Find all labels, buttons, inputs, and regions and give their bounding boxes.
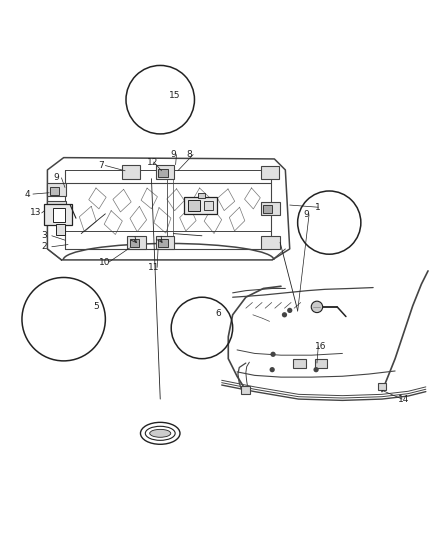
FancyBboxPatch shape [155, 165, 174, 179]
FancyBboxPatch shape [293, 359, 305, 368]
FancyBboxPatch shape [261, 166, 278, 179]
Ellipse shape [149, 430, 170, 437]
Text: 9: 9 [53, 173, 59, 182]
Text: 16: 16 [314, 342, 325, 351]
FancyBboxPatch shape [53, 208, 65, 222]
FancyBboxPatch shape [203, 200, 213, 211]
FancyBboxPatch shape [187, 200, 200, 211]
FancyBboxPatch shape [261, 201, 279, 215]
FancyBboxPatch shape [47, 200, 66, 215]
Text: 2: 2 [41, 242, 46, 251]
Text: 5: 5 [92, 302, 99, 311]
Text: 4: 4 [25, 190, 30, 199]
FancyBboxPatch shape [129, 239, 139, 247]
FancyBboxPatch shape [158, 169, 167, 177]
Text: 6: 6 [215, 309, 221, 318]
Circle shape [269, 367, 274, 372]
Text: 12: 12 [147, 158, 158, 166]
FancyBboxPatch shape [127, 236, 145, 249]
Text: 11: 11 [148, 263, 159, 272]
FancyBboxPatch shape [155, 236, 174, 249]
Circle shape [313, 367, 318, 372]
Text: 9: 9 [170, 150, 176, 159]
Text: 10: 10 [99, 257, 110, 266]
Circle shape [311, 301, 322, 312]
FancyBboxPatch shape [47, 183, 66, 196]
FancyBboxPatch shape [56, 224, 64, 235]
Text: 3: 3 [41, 231, 47, 240]
Text: 1: 1 [314, 203, 321, 212]
FancyBboxPatch shape [263, 205, 272, 213]
Text: 15: 15 [169, 91, 180, 100]
Text: 13: 13 [30, 208, 42, 217]
FancyBboxPatch shape [158, 239, 167, 247]
FancyBboxPatch shape [44, 204, 72, 225]
Text: 7: 7 [98, 161, 104, 170]
FancyBboxPatch shape [50, 187, 59, 195]
FancyBboxPatch shape [50, 204, 59, 213]
FancyBboxPatch shape [377, 383, 385, 390]
FancyBboxPatch shape [240, 386, 250, 394]
Text: 8: 8 [185, 150, 191, 159]
Text: 14: 14 [397, 394, 409, 403]
Circle shape [270, 352, 275, 357]
Circle shape [286, 308, 292, 313]
FancyBboxPatch shape [314, 359, 327, 368]
Circle shape [281, 312, 286, 318]
Text: 9: 9 [303, 210, 309, 219]
FancyBboxPatch shape [261, 236, 279, 249]
FancyBboxPatch shape [184, 197, 217, 214]
FancyBboxPatch shape [122, 165, 140, 179]
FancyBboxPatch shape [197, 193, 205, 198]
